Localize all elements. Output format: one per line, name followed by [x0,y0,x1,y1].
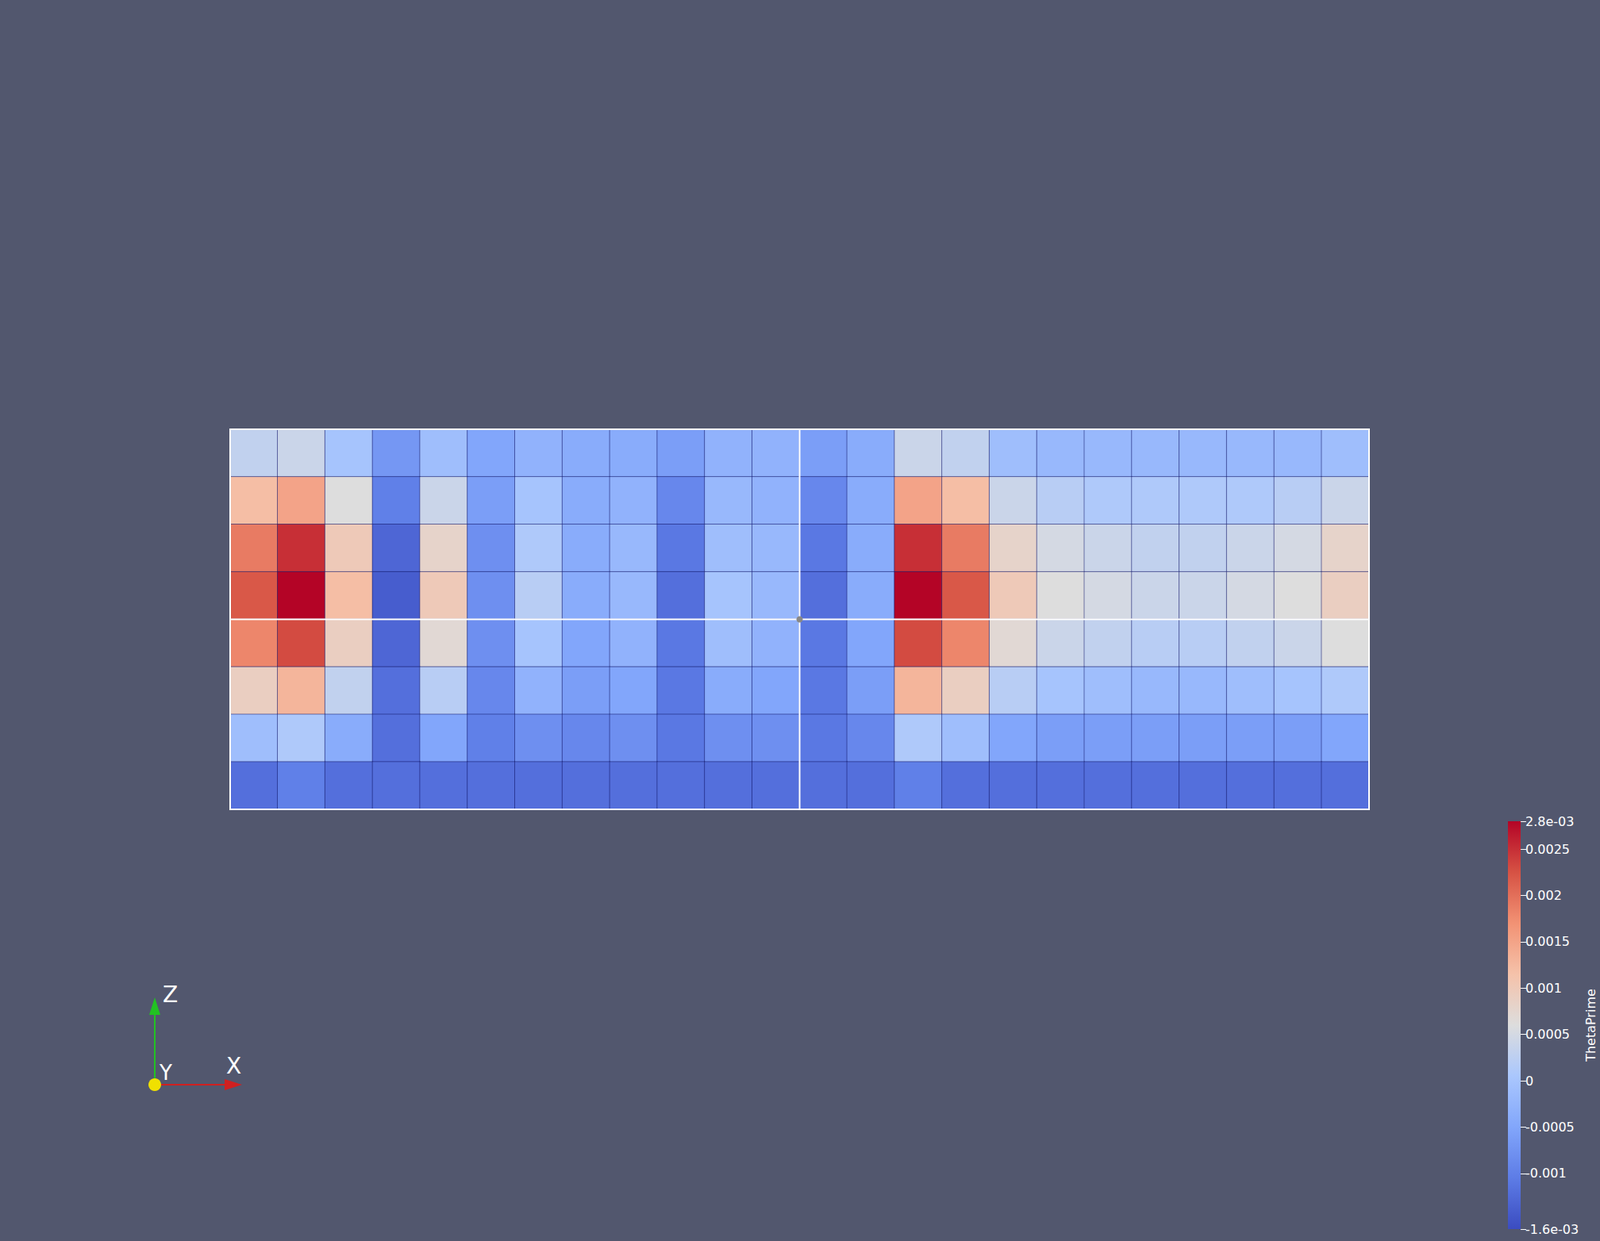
svg-text:-0.0005: -0.0005 [1525,1119,1575,1135]
svg-text:0.002: 0.002 [1525,888,1562,904]
svg-text:0: 0 [1525,1073,1534,1089]
svg-text:0.001: 0.001 [1525,980,1562,997]
svg-text:ThetaPrime: ThetaPrime [1583,988,1599,1063]
svg-text:-1.6e-03: -1.6e-03 [1525,1222,1579,1238]
svg-text:0.0025: 0.0025 [1525,842,1570,858]
svg-text:-0.001: -0.001 [1525,1165,1567,1181]
svg-text:2.8e-03: 2.8e-03 [1525,814,1574,830]
svg-text:Z: Z [162,981,178,1008]
svg-text:0.0005: 0.0005 [1525,1026,1570,1043]
svg-text:0.0015: 0.0015 [1525,934,1570,950]
svg-text:Y: Y [158,1061,173,1085]
svg-text:X: X [226,1053,242,1080]
